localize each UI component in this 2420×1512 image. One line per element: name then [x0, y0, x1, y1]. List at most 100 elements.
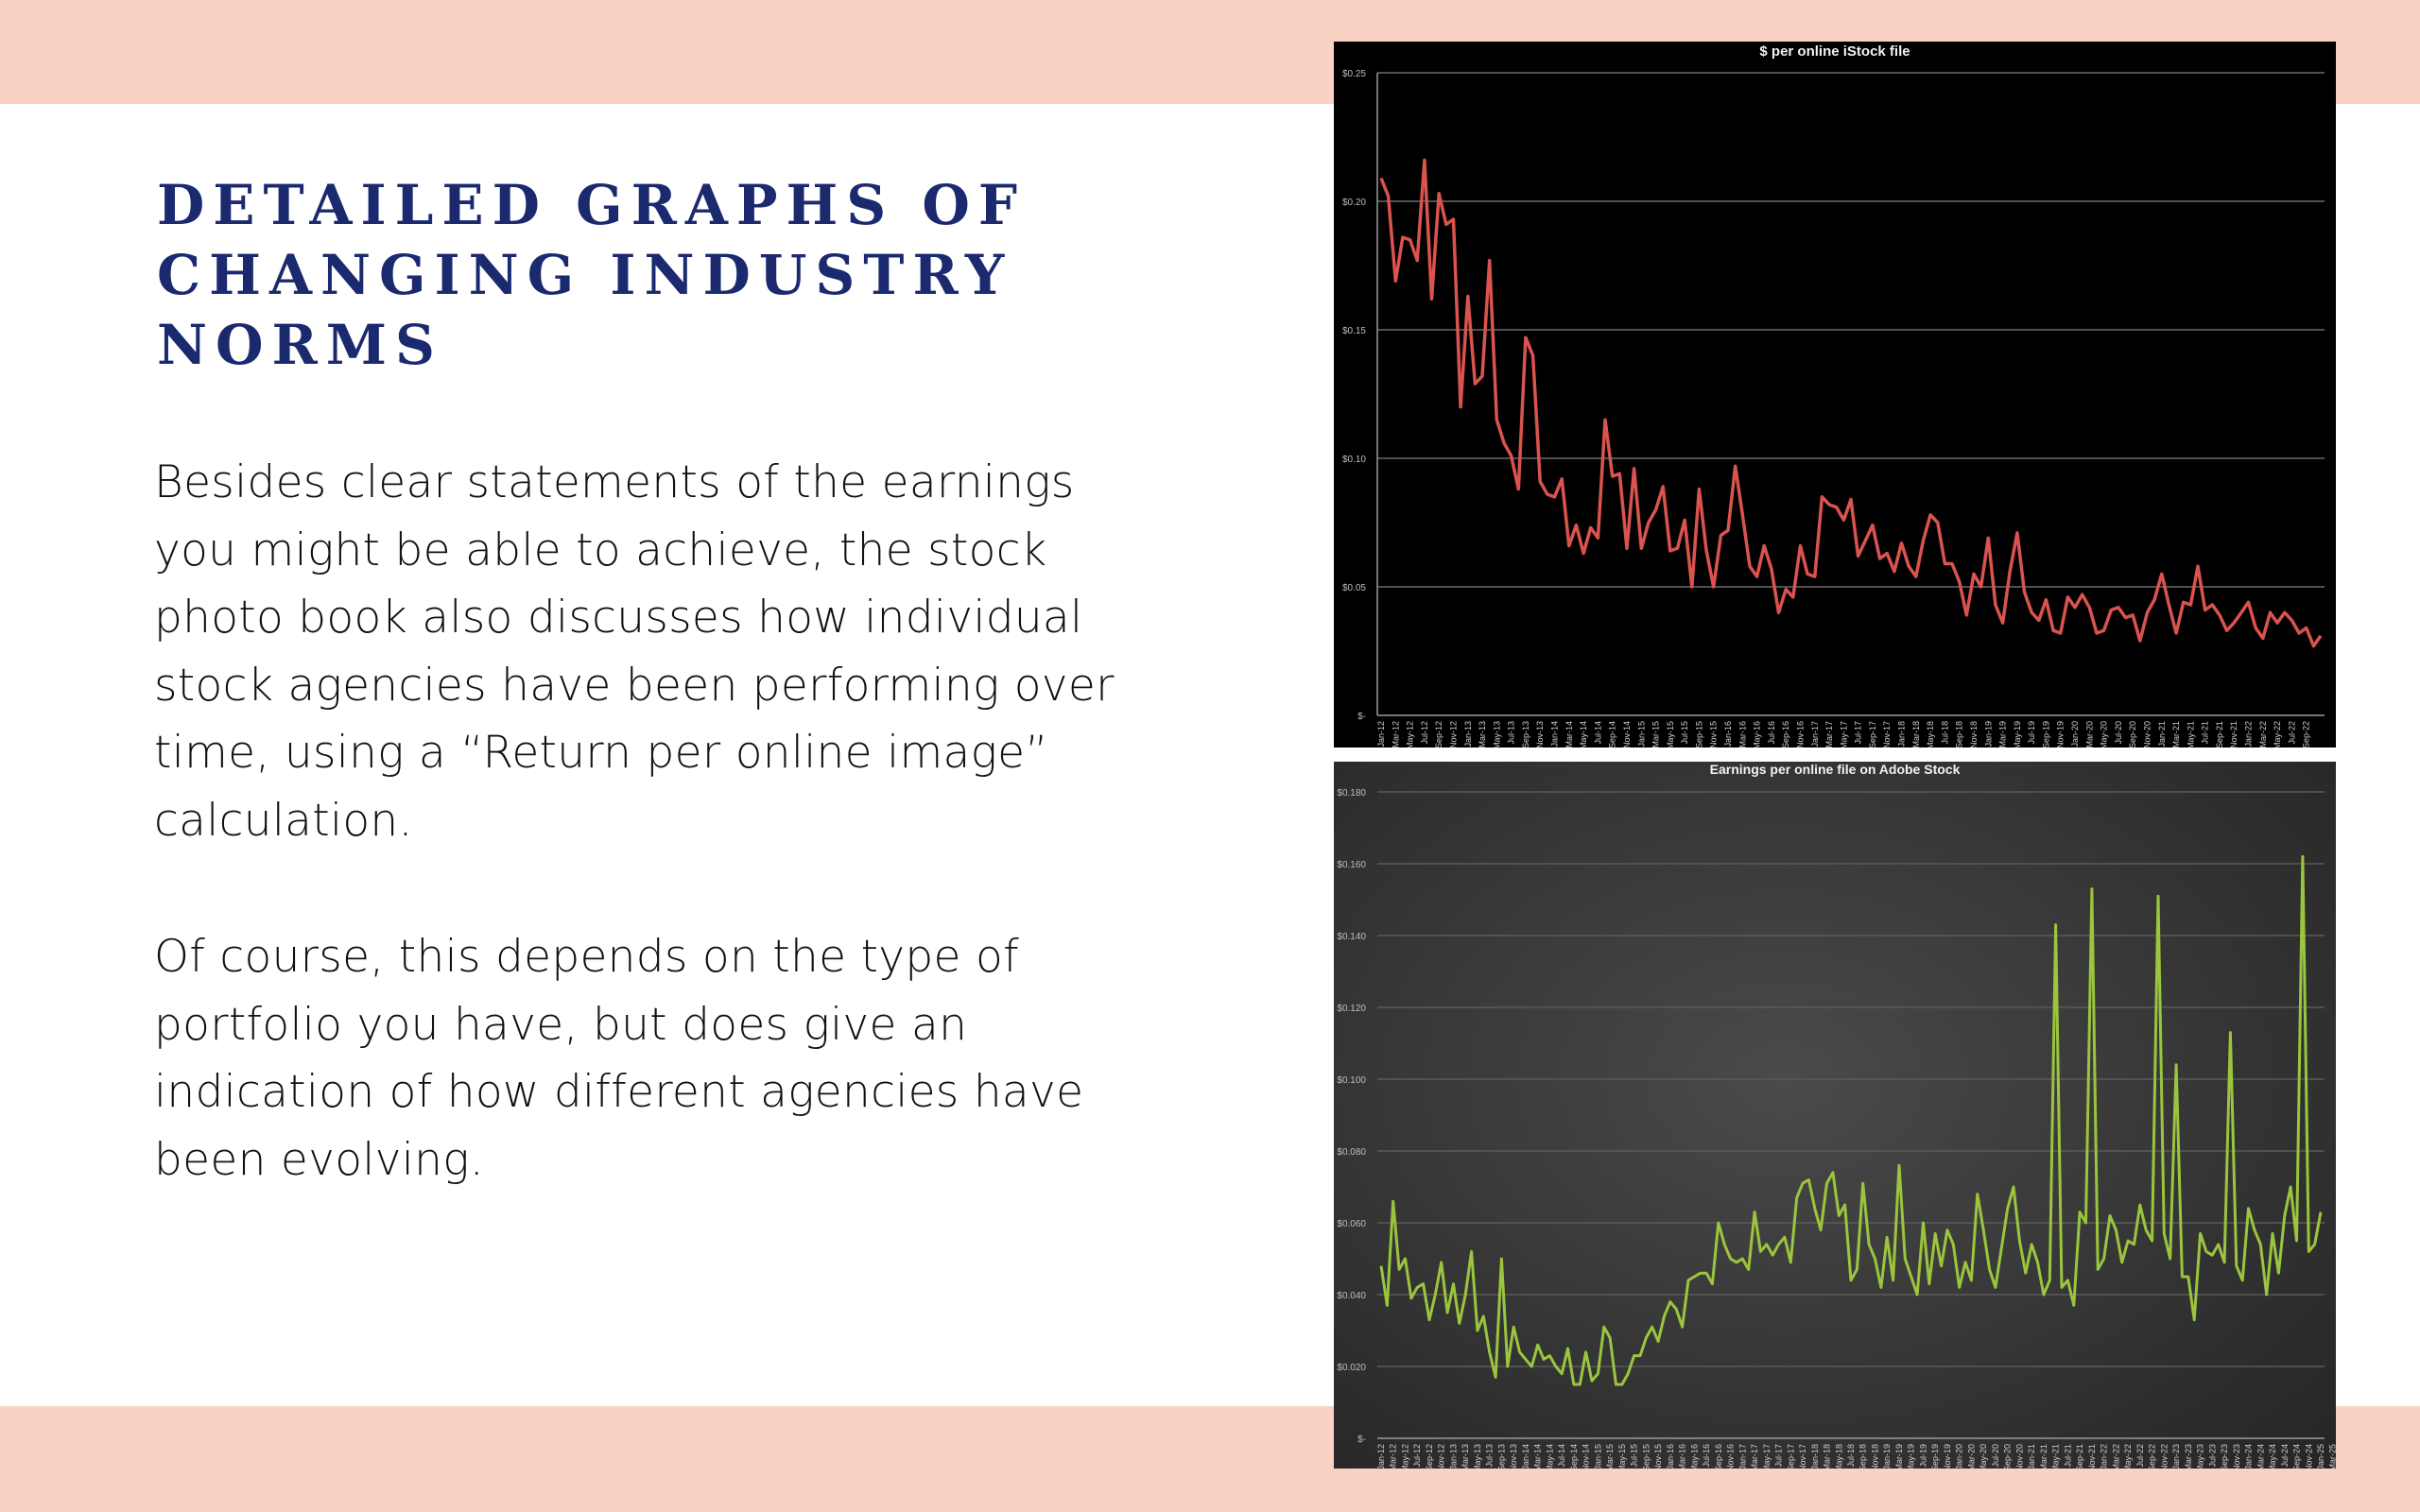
paragraph-line: indication of how different agencies hav… [154, 1066, 1084, 1118]
data-line [1379, 158, 2323, 648]
x-tick-label: May-23 [2196, 1444, 2205, 1469]
x-tick-label: Mar-20 [2084, 721, 2094, 747]
x-tick-label: May-18 [1926, 721, 1935, 747]
x-tick-label: Nov-16 [1796, 721, 1806, 747]
x-tick-label: Sep-17 [1786, 1444, 1795, 1469]
x-tick-label: Sep-19 [1930, 1444, 1940, 1469]
x-tick-label: Jul-19 [2027, 721, 2036, 745]
x-tick-label: Jul-21 [2201, 721, 2210, 745]
x-tick-label: Jan-20 [2070, 721, 2080, 747]
x-tick-label: May-16 [1753, 721, 1762, 747]
x-tick-label: Jan-12 [1376, 1444, 1386, 1469]
x-tick-label: Sep-20 [2128, 721, 2137, 747]
paragraph-line: Besides clear statements of the earnings [154, 456, 1075, 508]
x-tick-label: Mar-25 [2328, 1444, 2336, 1469]
x-tick-label: Nov-13 [1535, 721, 1545, 747]
x-tick-label: May-24 [2268, 1444, 2277, 1469]
x-tick-label: May-12 [1401, 1444, 1410, 1469]
x-tick-label: Sep-15 [1694, 721, 1703, 747]
title-line: CHANGING INDUSTRY NORMS [157, 243, 1013, 377]
x-tick-label: Jan-19 [1882, 1444, 1892, 1469]
x-tick-label: Jan-21 [2157, 721, 2167, 747]
x-tick-label: Jan-14 [1521, 1444, 1530, 1469]
y-tick-label: $0.20 [1342, 198, 1366, 208]
x-tick-label: Jan-15 [1636, 721, 1646, 747]
x-tick-label: Jan-22 [2244, 721, 2254, 747]
x-tick-label: Jul-20 [2114, 721, 2123, 745]
x-tick-label: May-15 [1666, 721, 1675, 747]
x-tick-label: Jul-24 [2280, 1444, 2290, 1468]
x-tick-label: Jan-18 [1897, 721, 1907, 747]
x-tick-label: Sep-12 [1425, 1444, 1434, 1469]
x-tick-label: May-18 [1834, 1444, 1843, 1469]
paragraph-line: portfolio you have, but does give an [154, 998, 968, 1051]
y-tick-label: $0.100 [1337, 1075, 1366, 1086]
x-tick-label: Sep-14 [1569, 1444, 1579, 1469]
x-tick-label: Jul-23 [2207, 1444, 2217, 1468]
x-tick-label: Sep-16 [1714, 1444, 1723, 1469]
x-tick-label: May-17 [1839, 721, 1848, 747]
adobe-stock-earnings-chart: Earnings per online file on Adobe Stock $… [1334, 762, 2336, 1469]
x-tick-label: Jul-13 [1485, 1444, 1495, 1468]
paragraph-line: Of course, this depends on the type of [154, 931, 1019, 983]
chart-background [1334, 762, 2336, 1469]
x-tick-label: Mar-16 [1678, 1444, 1687, 1469]
x-tick-label: May-14 [1545, 1444, 1554, 1469]
body-paragraph-1: Besides clear statements of the earnings… [154, 449, 1270, 854]
x-tick-label: Jan-22 [2100, 1444, 2109, 1469]
x-tick-label: Nov-12 [1437, 1444, 1446, 1469]
x-tick-label: Nov-17 [1798, 1444, 1807, 1469]
x-tick-label: Jul-15 [1630, 1444, 1639, 1468]
x-tick-label: Sep-13 [1521, 721, 1530, 747]
x-tick-label: May-21 [2186, 721, 2195, 747]
x-tick-label: Sep-22 [2302, 721, 2311, 747]
x-tick-label: Sep-18 [1858, 1444, 1868, 1469]
x-tick-label: Jul-12 [1420, 721, 1429, 745]
x-tick-label: Mar-22 [2111, 1444, 2120, 1469]
x-tick-label: Nov-21 [2087, 1444, 2097, 1469]
x-tick-label: Sep-16 [1781, 721, 1790, 747]
x-tick-label: Sep-24 [2292, 1444, 2302, 1469]
x-tick-label: Jan-17 [1810, 721, 1820, 747]
x-tick-label: Jul-21 [2063, 1444, 2072, 1468]
x-tick-label: Nov-21 [2229, 721, 2238, 747]
paragraph-line: stock agencies have been performing over [154, 659, 1115, 712]
x-tick-label: Mar-14 [1533, 1444, 1543, 1469]
x-tick-label: Jul-18 [1940, 721, 1949, 745]
x-tick-label: Mar-13 [1478, 721, 1487, 747]
x-tick-label: Nov-15 [1709, 721, 1719, 747]
paragraph-line: photo book also discusses how individual [154, 592, 1083, 644]
x-tick-label: Nov-18 [1871, 1444, 1880, 1469]
x-tick-label: Nov-12 [1449, 721, 1459, 747]
x-tick-label: Mar-18 [1823, 1444, 1832, 1469]
x-tick-label: Sep-22 [2148, 1444, 2157, 1469]
x-tick-label: Jul-15 [1680, 721, 1689, 745]
x-tick-label: Nov-19 [2056, 721, 2066, 747]
x-tick-label: Sep-17 [1868, 721, 1877, 747]
x-tick-label: Nov-19 [1943, 1444, 1952, 1469]
x-tick-label: Nov-16 [1726, 1444, 1736, 1469]
x-tick-label: Jan-15 [1593, 1444, 1602, 1469]
x-tick-label: Nov-14 [1582, 1444, 1591, 1469]
x-tick-label: Sep-14 [1608, 721, 1617, 747]
y-tick-label: $0.05 [1342, 583, 1366, 593]
x-tick-label: May-22 [2273, 721, 2282, 747]
x-tick-label: Sep-18 [1955, 721, 1964, 747]
x-tick-label: Jul-16 [1702, 1444, 1711, 1468]
y-tick-label: $0.15 [1342, 326, 1366, 336]
x-tick-label: Mar-23 [2184, 1444, 2193, 1469]
x-tick-label: Jul-20 [1991, 1444, 2000, 1468]
x-tick-label: Nov-17 [1882, 721, 1892, 747]
page-title: DETAILED GRAPHS OF CHANGING INDUSTRY NOR… [157, 170, 1291, 380]
x-tick-label: Jul-17 [1774, 1444, 1784, 1468]
adobe-chart-canvas: Earnings per online file on Adobe Stock $… [1334, 762, 2336, 1469]
x-tick-label: Mar-16 [1737, 721, 1747, 747]
x-tick-label: Nov-22 [2159, 1444, 2169, 1469]
x-tick-label: Sep-21 [2215, 721, 2224, 747]
paragraph-line: time, using a “Return per online image” [154, 727, 1049, 779]
y-tick-label: $0.180 [1337, 788, 1366, 799]
y-tick-label: $0.040 [1337, 1291, 1366, 1301]
x-tick-label: Mar-21 [2039, 1444, 2048, 1469]
x-tick-label: Sep-19 [2041, 721, 2050, 747]
x-tick-label: Mar-17 [1824, 721, 1834, 747]
